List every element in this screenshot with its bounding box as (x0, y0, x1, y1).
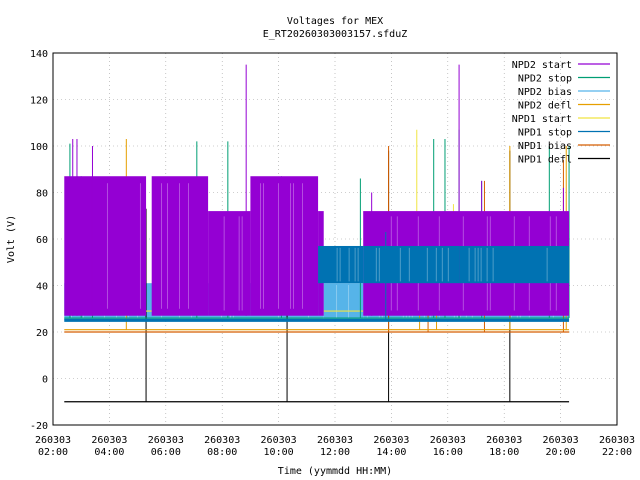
axis-ticks: -2002040608010012014026030302:0026030304… (30, 49, 635, 458)
y-tick-label: 80 (36, 189, 48, 200)
chart-title: Voltages for MEX (287, 16, 383, 27)
x-tick-time: 14:00 (376, 447, 406, 458)
series-npd1-stop (64, 232, 570, 322)
x-tick-time: 04:00 (94, 447, 124, 458)
x-tick-date: 260303 (35, 435, 71, 446)
series-band (64, 176, 147, 316)
legend-label: NPD2 stop (518, 74, 572, 85)
y-axis-label: Volt (V) (6, 215, 17, 263)
series-band (363, 245, 460, 284)
y-tick-label: 0 (42, 375, 48, 386)
y-tick-label: 60 (36, 235, 48, 246)
x-tick-time: 12:00 (320, 447, 350, 458)
y-tick-label: 120 (30, 96, 48, 107)
plot-frame (52, 52, 618, 426)
y-tick-label: 40 (36, 282, 48, 293)
legend-label: NPD2 bias (518, 87, 572, 98)
x-tick-date: 260303 (148, 435, 184, 446)
legend: NPD2 start NPD2 stop NPD2 bias NPD2 defl NPD… (512, 60, 610, 166)
x-tick-date: 260303 (204, 435, 240, 446)
x-tick-time: 10:00 (264, 447, 294, 458)
y-tick-label: -20 (30, 421, 48, 432)
x-tick-date: 260303 (543, 435, 579, 446)
legend-label: NPD2 defl (518, 101, 572, 112)
y-tick-label: 100 (30, 142, 48, 153)
x-tick-time: 18:00 (489, 447, 519, 458)
x-tick-time: 20:00 (546, 447, 576, 458)
series-band (318, 245, 364, 284)
y-tick-label: 140 (30, 49, 48, 60)
x-tick-date: 260303 (373, 435, 409, 446)
x-tick-time: 06:00 (151, 447, 181, 458)
x-tick-date: 260303 (91, 435, 127, 446)
legend-label: NPD1 stop (518, 128, 572, 139)
plot-series (64, 64, 570, 403)
x-tick-time: 16:00 (433, 447, 463, 458)
y-tick-label: 20 (36, 328, 48, 339)
x-tick-date: 260303 (317, 435, 353, 446)
legend-label: NPD2 start (512, 60, 572, 71)
legend-label: NPD1 defl (518, 155, 572, 166)
legend-label: NPD1 bias (518, 141, 572, 152)
x-tick-date: 260303 (261, 435, 297, 446)
series-band (250, 176, 319, 316)
x-axis-label: Time (yymmdd HH:MM) (278, 466, 392, 477)
series-band (323, 283, 364, 321)
x-tick-date: 260303 (599, 435, 635, 446)
x-tick-time: 22:00 (602, 447, 632, 458)
series-band (459, 245, 570, 284)
legend-label: NPD1 start (512, 114, 572, 125)
x-tick-date: 260303 (486, 435, 522, 446)
series-band (208, 211, 251, 316)
x-tick-time: 02:00 (38, 447, 68, 458)
chart-subtitle: E_RT20260303003157.sfduZ (263, 29, 408, 40)
x-tick-date: 260303 (430, 435, 466, 446)
x-tick-time: 08:00 (207, 447, 237, 458)
